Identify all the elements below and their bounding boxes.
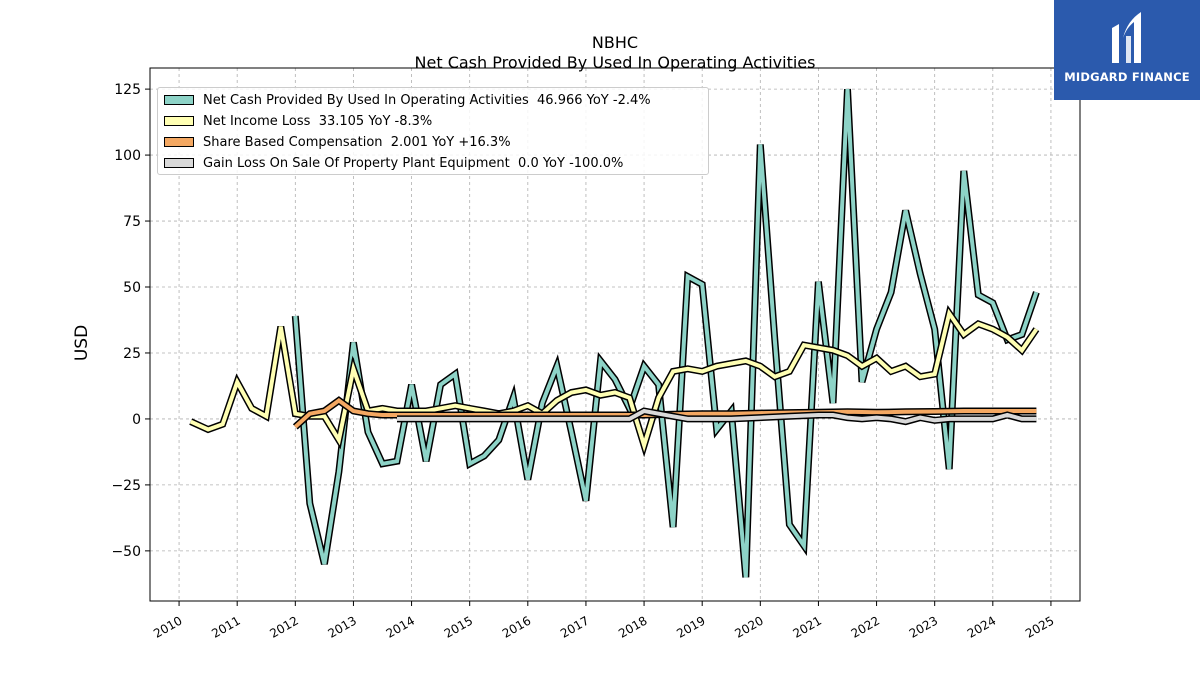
legend-swatch <box>164 158 194 168</box>
series-line-3 <box>397 408 1037 424</box>
legend-label: Net Cash Provided By Used In Operating A… <box>203 92 651 108</box>
x-tick-label: 2013 <box>325 613 358 640</box>
chart-subtitle: Net Cash Provided By Used In Operating A… <box>414 53 816 72</box>
y-tick-label: 50 <box>123 280 141 296</box>
midgard-finance-logo: MIDGARD FINANCE <box>1054 0 1200 100</box>
y-tick-label: −50 <box>111 544 141 560</box>
legend-swatch <box>164 95 194 105</box>
y-axis: −50 −25 0 25 50 75 100 125 <box>111 82 150 560</box>
y-tick-label: 75 <box>123 214 141 230</box>
plot-frame <box>149 67 1081 602</box>
x-tick-label: 2014 <box>384 613 417 640</box>
legend-item: Net Cash Provided By Used In Operating A… <box>164 91 651 109</box>
chart-title: NBHC <box>591 33 639 52</box>
legend-label: Net Income Loss 33.105 YoY -8.3% <box>203 113 433 129</box>
x-tick-label: 2017 <box>558 613 591 640</box>
x-tick-label: 2011 <box>209 613 242 640</box>
legend-item: Gain Loss On Sale Of Property Plant Equi… <box>164 154 623 172</box>
series-line-1 <box>189 308 1039 453</box>
x-axis: 2010 2011 2012 2013 2014 2015 2016 2017 2018 2019… <box>151 601 1056 641</box>
legend-item: Share Based Compensation 2.001 YoY +16.3… <box>164 133 511 151</box>
x-tick-label: 2012 <box>267 613 300 640</box>
x-tick-label: 2010 <box>151 613 184 640</box>
y-axis-label: USD <box>72 325 92 361</box>
y-tick-label: 125 <box>114 82 141 98</box>
x-tick-label: 2024 <box>965 613 998 640</box>
y-tick-label: 0 <box>132 412 141 428</box>
legend-item: Net Income Loss 33.105 YoY -8.3% <box>164 112 432 130</box>
x-tick-label: 2020 <box>732 613 765 640</box>
legend-swatch <box>164 116 194 126</box>
logo-mark-icon <box>1112 12 1141 63</box>
y-tick-label: 25 <box>123 346 141 362</box>
x-tick-label: 2019 <box>674 613 707 640</box>
legend-label: Share Based Compensation 2.001 YoY +16.3… <box>203 134 511 150</box>
logo-text: MIDGARD FINANCE <box>1064 70 1190 84</box>
series-line-2 <box>293 398 1037 429</box>
x-tick-label: 2021 <box>790 613 823 640</box>
legend: Net Cash Provided By Used In Operating A… <box>157 87 709 175</box>
x-tick-label: 2022 <box>849 613 882 640</box>
legend-label: Gain Loss On Sale Of Property Plant Equi… <box>203 155 624 171</box>
x-tick-label: 2015 <box>442 613 475 640</box>
x-tick-label: 2016 <box>500 613 533 640</box>
legend-swatch <box>164 137 194 147</box>
x-tick-label: 2023 <box>907 613 940 640</box>
y-tick-label: −25 <box>111 478 141 494</box>
x-tick-label: 2025 <box>1023 613 1056 640</box>
y-tick-label: 100 <box>114 148 141 164</box>
series-line-0 <box>293 89 1039 578</box>
series-layer <box>189 88 1040 578</box>
x-tick-label: 2018 <box>616 613 649 640</box>
